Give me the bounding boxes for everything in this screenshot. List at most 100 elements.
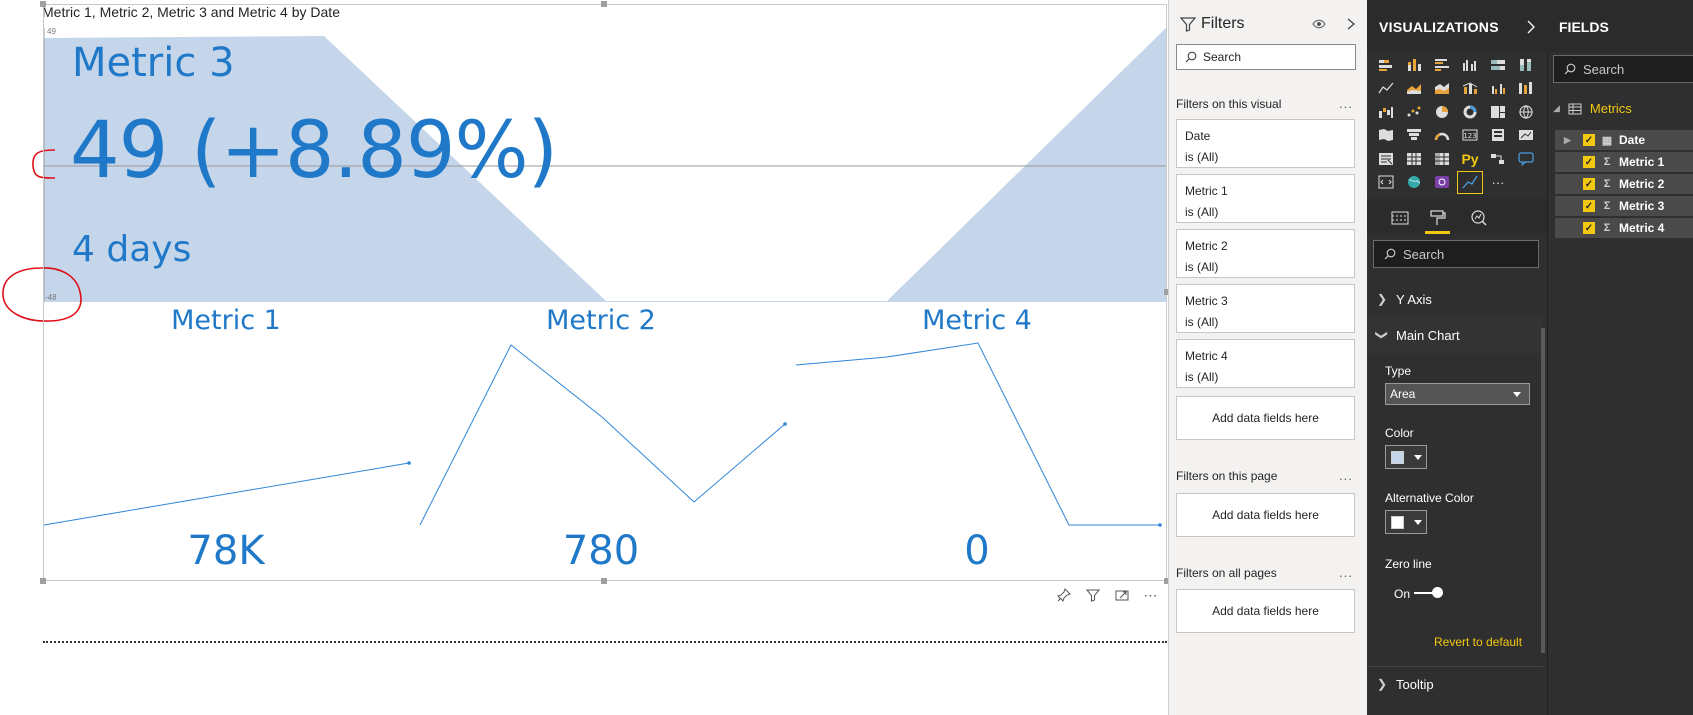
globe-visual-icon[interactable] — [1401, 171, 1427, 194]
filter-icon[interactable] — [1084, 586, 1102, 604]
map-icon[interactable] — [1513, 100, 1539, 123]
scatter-chart-icon[interactable] — [1401, 100, 1427, 123]
more-options-icon[interactable]: ⋯ — [1143, 586, 1159, 603]
table-icon[interactable] — [1401, 147, 1427, 170]
metric-1-last-point — [407, 461, 411, 465]
type-dropdown[interactable]: Area — [1385, 383, 1530, 405]
resize-handle-bottom[interactable] — [601, 578, 607, 584]
filter-card-state: is (All) — [1185, 260, 1219, 274]
line-and-clustered-column-chart-icon[interactable] — [1485, 77, 1511, 100]
visual-frame[interactable] — [43, 4, 1167, 581]
resize-handle-top-left[interactable] — [40, 1, 46, 7]
line-and-stacked-column-chart-icon[interactable] — [1457, 77, 1483, 100]
field-date[interactable]: ▶ ✓ ▦ Date — [1555, 130, 1693, 150]
treemap-icon[interactable] — [1485, 100, 1511, 123]
area-chart-icon[interactable] — [1401, 77, 1427, 100]
fields-search-input[interactable]: Search — [1553, 55, 1693, 83]
small-multiple-value-metric-4: 0 — [964, 528, 990, 574]
field-checkbox[interactable]: ✓ — [1583, 134, 1595, 146]
100-stacked-column-chart-icon[interactable] — [1513, 53, 1539, 76]
field-metric-2[interactable]: ✓ Σ Metric 2 — [1555, 174, 1693, 194]
field-checkbox[interactable]: ✓ — [1583, 156, 1595, 168]
search-icon — [1564, 63, 1576, 75]
custom-visual-purple-icon[interactable] — [1429, 171, 1455, 194]
more-visuals-icon[interactable]: ··· — [1491, 174, 1505, 190]
filters-on-all-pages-more-icon[interactable]: ... — [1339, 565, 1353, 580]
resize-handle-bottom-right[interactable] — [1164, 578, 1170, 584]
clustered-column-chart-icon[interactable] — [1457, 53, 1483, 76]
page-filters-drop-zone[interactable]: Add data fields here — [1176, 493, 1355, 537]
small-multiple-title-metric-1: Metric 1 — [171, 305, 281, 336]
gauge-icon[interactable] — [1429, 124, 1455, 147]
filter-card-field: Date — [1185, 129, 1211, 143]
filter-card-metric-1[interactable]: Metric 1 is (All) — [1176, 174, 1355, 223]
section-y-axis[interactable]: ❯ Y Axis — [1367, 281, 1543, 317]
field-checkbox[interactable]: ✓ — [1583, 200, 1595, 212]
line-chart-icon[interactable] — [1373, 77, 1399, 100]
filter-card-date[interactable]: Date is (All) — [1176, 119, 1355, 168]
report-filters-drop-zone[interactable]: Add data fields here — [1176, 589, 1355, 633]
format-search-input[interactable]: Search — [1373, 240, 1539, 268]
sigma-icon: Σ — [1603, 200, 1611, 212]
field-metric-1[interactable]: ✓ Σ Metric 1 — [1555, 152, 1693, 172]
filter-card-metric-3[interactable]: Metric 3 is (All) — [1176, 284, 1355, 333]
waterfall-chart-icon[interactable] — [1373, 100, 1399, 123]
funnel-chart-icon[interactable] — [1401, 124, 1427, 147]
section-tooltip[interactable]: ❯ Tooltip — [1367, 666, 1543, 702]
alternative-color-picker[interactable] — [1385, 510, 1427, 534]
resize-handle-bottom-left[interactable] — [40, 578, 46, 584]
revert-to-default-link[interactable]: Revert to default — [1434, 635, 1523, 649]
chevron-right-icon: ❯ — [1377, 292, 1388, 306]
table-metrics[interactable]: ◢ Metrics — [1553, 101, 1632, 116]
100-stacked-bar-chart-icon[interactable] — [1485, 53, 1511, 76]
focus-mode-icon[interactable] — [1113, 586, 1131, 604]
python-visual-icon[interactable]: Py — [1461, 150, 1479, 167]
analytics-magnifier-icon[interactable] — [1466, 206, 1492, 230]
pie-chart-icon[interactable] — [1429, 100, 1455, 123]
clustered-bar-chart-icon[interactable] — [1429, 53, 1455, 76]
ribbon-chart-icon[interactable] — [1513, 77, 1539, 100]
collapse-triangle-icon: ◢ — [1553, 103, 1560, 113]
field-metric-3[interactable]: ✓ Σ Metric 3 — [1555, 196, 1693, 216]
matrix-icon[interactable] — [1429, 147, 1455, 170]
field-checkbox[interactable]: ✓ — [1583, 178, 1595, 190]
card-icon[interactable]: 123 — [1457, 124, 1483, 147]
stacked-area-chart-icon[interactable] — [1429, 77, 1455, 100]
search-icon — [1384, 248, 1396, 260]
zero-line-toggle-knob[interactable] — [1432, 587, 1443, 598]
kpi-axis-max-label: 49 — [47, 27, 56, 36]
filter-card-metric-4[interactable]: Metric 4 is (All) — [1176, 339, 1355, 388]
pin-icon[interactable] — [1055, 586, 1073, 604]
section-main-chart[interactable]: ❯ Main Chart — [1367, 317, 1543, 353]
stacked-column-chart-icon[interactable] — [1401, 53, 1427, 76]
filled-map-icon[interactable] — [1373, 124, 1399, 147]
filters-search-input[interactable]: Search — [1176, 44, 1356, 70]
eye-icon[interactable] — [1312, 18, 1326, 30]
stacked-bar-chart-icon[interactable] — [1373, 53, 1399, 76]
filters-on-visual-more-icon[interactable]: ... — [1339, 96, 1353, 111]
donut-chart-icon[interactable] — [1457, 100, 1483, 123]
custom-visual-code-icon[interactable] — [1373, 171, 1399, 194]
chevron-right-icon: ❯ — [1377, 677, 1388, 691]
visual-filters-drop-zone[interactable]: Add data fields here — [1176, 396, 1355, 440]
fields-tab-icon[interactable] — [1387, 206, 1413, 230]
filter-card-metric-2[interactable]: Metric 2 is (All) — [1176, 229, 1355, 278]
multi-row-card-icon[interactable] — [1485, 124, 1511, 147]
field-checkbox[interactable]: ✓ — [1583, 222, 1595, 234]
selected-sparkline-visual-icon[interactable] — [1457, 170, 1483, 194]
field-metric-4[interactable]: ✓ Σ Metric 4 — [1555, 218, 1693, 238]
zero-line-toggle-track[interactable] — [1414, 592, 1438, 594]
qna-icon[interactable] — [1513, 147, 1539, 170]
collapse-filters-chevron-icon[interactable] — [1346, 18, 1356, 30]
key-influencers-icon[interactable] — [1485, 147, 1511, 170]
color-picker[interactable] — [1385, 445, 1427, 469]
format-paint-roller-icon[interactable] — [1424, 206, 1450, 230]
format-pane-scrollbar[interactable] — [1541, 328, 1545, 653]
resize-handle-right[interactable] — [1164, 289, 1170, 295]
filters-on-page-more-icon[interactable]: ... — [1339, 468, 1353, 483]
collapse-visualizations-chevron-icon[interactable] — [1526, 20, 1536, 34]
kpi-icon[interactable] — [1513, 124, 1539, 147]
zero-line-label: Zero line — [1385, 557, 1432, 571]
slicer-icon[interactable] — [1373, 147, 1399, 170]
resize-handle-top[interactable] — [601, 1, 607, 7]
